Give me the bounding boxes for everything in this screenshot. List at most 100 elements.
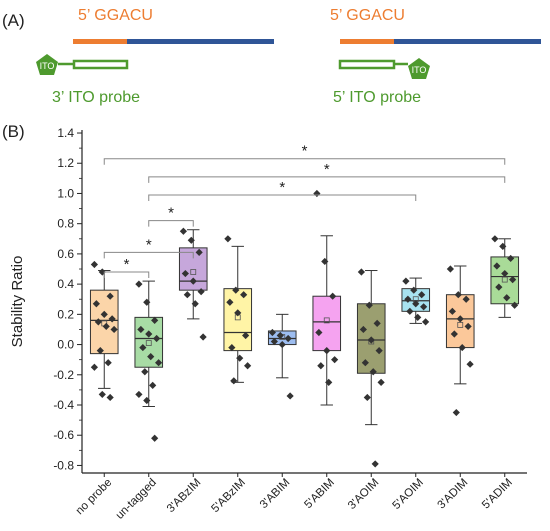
data-point — [511, 301, 519, 309]
y-tick-label: 0.4 — [57, 277, 74, 291]
y-tick-label: -0.2 — [53, 368, 74, 382]
right-probe-label: 5’ ITO probe — [333, 89, 421, 106]
data-point — [361, 359, 369, 367]
left-rna-orange-segment — [73, 39, 127, 44]
data-point — [135, 390, 143, 399]
data-point — [452, 408, 460, 417]
data-point — [187, 236, 195, 244]
box-mean-marker — [190, 269, 197, 275]
data-point — [466, 360, 474, 368]
box-mean-marker — [145, 340, 152, 346]
data-point — [242, 331, 250, 340]
panel-b-label: (B) — [2, 122, 25, 141]
data-point — [135, 280, 143, 288]
x-category-label: 3'AOIM — [346, 477, 381, 512]
significance-bracket — [103, 271, 150, 279]
plot-layer: -0.8 -0.6 -0.4 -0.2 0.0 0.2 0.4 0.6 0.8 1.0 1.2 1.4… — [53, 126, 527, 522]
significance-star: * — [124, 256, 130, 273]
data-point — [284, 334, 292, 343]
data-point — [155, 359, 163, 367]
right-rna-blue-segment — [394, 39, 541, 44]
data-point — [373, 319, 381, 328]
right-rna-orange-segment — [340, 39, 394, 44]
panel-a-label: (A) — [2, 11, 25, 30]
data-point — [276, 331, 284, 340]
data-point — [90, 260, 98, 269]
box-body — [134, 316, 164, 368]
y-tick-label: 0.6 — [57, 247, 74, 261]
data-point — [402, 277, 410, 285]
x-category-label: 3'ABzIM — [165, 477, 204, 516]
y-axis-label: Stability Ratio — [9, 256, 26, 348]
data-point — [462, 295, 470, 303]
left-sequence-label: 5’ GGACU — [78, 7, 153, 24]
y-tick-label: 1.2 — [57, 156, 74, 170]
y-tick-label: -0.8 — [53, 458, 74, 472]
data-point — [181, 269, 189, 278]
data-point — [183, 291, 191, 299]
y-tick-label: 0.0 — [57, 338, 74, 352]
data-point — [454, 291, 462, 299]
data-point — [195, 248, 203, 256]
box-body — [312, 295, 342, 352]
data-point — [244, 362, 252, 370]
data-point — [90, 363, 98, 371]
stability-ratio-box-plot: (B) Stability Ratio -0.8 -0.6 -0.4 -0.2 0.0 0… — [2, 122, 527, 522]
data-point — [179, 227, 187, 235]
x-category-label: 5'ADIM — [480, 477, 515, 512]
data-point — [507, 254, 515, 263]
y-tick-label: -0.6 — [53, 428, 74, 442]
data-point — [199, 333, 207, 341]
data-point — [503, 294, 511, 302]
data-point — [313, 189, 321, 198]
data-point — [414, 313, 422, 321]
data-point — [286, 392, 294, 400]
data-point — [189, 277, 197, 285]
significance-bracket — [148, 176, 506, 183]
left-rna-blue-segment — [127, 39, 274, 44]
data-point — [151, 434, 159, 442]
right-ito-tag-icon — [408, 58, 430, 79]
data-point — [501, 269, 509, 278]
data-point — [365, 301, 373, 309]
data-point — [153, 334, 161, 343]
data-point — [377, 378, 385, 386]
data-point — [317, 362, 325, 370]
data-point — [359, 325, 367, 334]
data-point — [363, 393, 371, 402]
data-point — [315, 328, 323, 337]
significance-star: * — [146, 236, 152, 253]
data-point — [137, 325, 145, 334]
right-probe-strand — [338, 59, 396, 70]
data-point — [446, 265, 454, 273]
right-sequence-label: 5’ GGACU — [330, 7, 405, 24]
box-body — [89, 289, 119, 355]
significance-bracket — [148, 220, 194, 227]
x-category-label: 5'ABzIM — [209, 477, 248, 516]
significance-bracket — [103, 251, 194, 259]
data-point — [456, 315, 464, 323]
significance-star: * — [302, 143, 308, 160]
y-tick-label: 0.2 — [57, 307, 74, 321]
data-point — [147, 353, 155, 361]
data-point — [499, 242, 507, 250]
y-tick-label: 1.4 — [57, 126, 74, 140]
x-category-label: 3'ABIM — [258, 477, 292, 511]
data-point — [371, 460, 379, 468]
data-point — [406, 307, 414, 315]
data-point — [94, 318, 102, 326]
data-point — [357, 268, 365, 276]
left-schematic: 5’ GGACU ITO 3’ ITO probe — [36, 7, 274, 106]
data-point — [448, 307, 456, 315]
probe-schematic: (A) 5’ GGACU ITO 3’ ITO probe 5’ GGACU I… — [2, 7, 541, 106]
data-point — [191, 300, 199, 308]
data-point — [141, 368, 149, 376]
significance-bracket — [103, 158, 506, 165]
data-point — [329, 292, 337, 300]
y-tick-label: 1.0 — [57, 186, 74, 200]
data-point — [230, 377, 238, 385]
right-schematic: 5’ GGACU ITO 5’ ITO probe — [330, 7, 541, 106]
significance-star: * — [324, 161, 330, 178]
x-category-label: no probe — [74, 477, 115, 518]
significance-star: * — [279, 179, 285, 196]
